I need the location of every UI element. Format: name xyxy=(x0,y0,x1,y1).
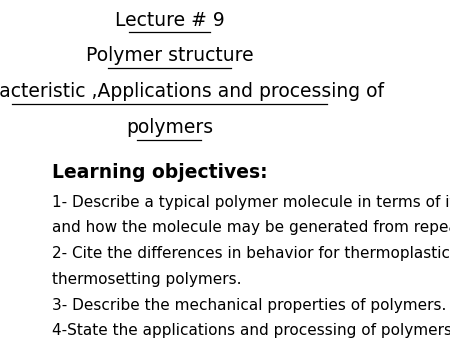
Text: 2- Cite the differences in behavior for thermoplastic and: 2- Cite the differences in behavior for … xyxy=(52,246,450,261)
Text: thermosetting polymers.: thermosetting polymers. xyxy=(52,272,241,287)
Text: 3- Describe the mechanical properties of polymers.: 3- Describe the mechanical properties of… xyxy=(52,298,446,313)
Text: and how the molecule may be generated from repeating unit.: and how the molecule may be generated fr… xyxy=(52,220,450,235)
Text: polymers: polymers xyxy=(126,118,213,137)
Text: Lecture # 9: Lecture # 9 xyxy=(115,11,225,30)
Text: Polymer structure: Polymer structure xyxy=(86,47,253,66)
Text: 1- Describe a typical polymer molecule in terms of its structure: 1- Describe a typical polymer molecule i… xyxy=(52,195,450,210)
Text: Characteristic ,Applications and processing of: Characteristic ,Applications and process… xyxy=(0,82,384,101)
Text: 4-State the applications and processing of polymers.: 4-State the applications and processing … xyxy=(52,323,450,338)
Text: Learning objectives:: Learning objectives: xyxy=(52,163,267,182)
